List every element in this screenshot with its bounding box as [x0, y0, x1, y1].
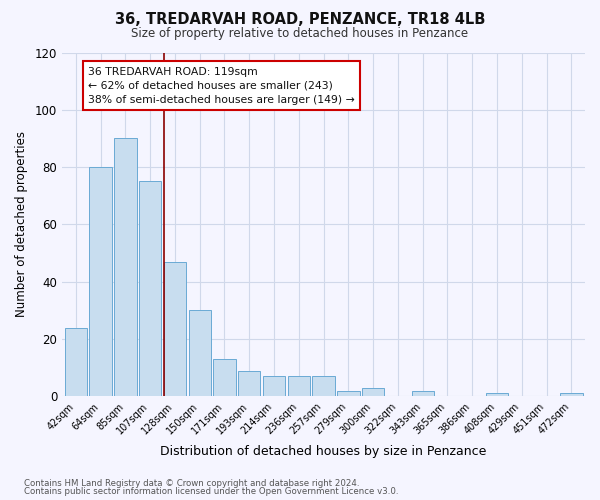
- Text: 36 TREDARVAH ROAD: 119sqm
← 62% of detached houses are smaller (243)
38% of semi: 36 TREDARVAH ROAD: 119sqm ← 62% of detac…: [88, 67, 355, 105]
- Bar: [214, 359, 236, 397]
- Bar: [287, 376, 310, 396]
- Y-axis label: Number of detached properties: Number of detached properties: [15, 132, 28, 318]
- Bar: [412, 390, 434, 396]
- Bar: [89, 167, 112, 396]
- X-axis label: Distribution of detached houses by size in Penzance: Distribution of detached houses by size …: [160, 444, 487, 458]
- Bar: [188, 310, 211, 396]
- Bar: [313, 376, 335, 396]
- Text: Contains public sector information licensed under the Open Government Licence v3: Contains public sector information licen…: [24, 487, 398, 496]
- Bar: [164, 262, 186, 396]
- Bar: [238, 370, 260, 396]
- Bar: [486, 394, 508, 396]
- Text: 36, TREDARVAH ROAD, PENZANCE, TR18 4LB: 36, TREDARVAH ROAD, PENZANCE, TR18 4LB: [115, 12, 485, 28]
- Bar: [114, 138, 137, 396]
- Bar: [362, 388, 384, 396]
- Bar: [263, 376, 285, 396]
- Text: Size of property relative to detached houses in Penzance: Size of property relative to detached ho…: [131, 28, 469, 40]
- Bar: [337, 390, 359, 396]
- Bar: [139, 182, 161, 396]
- Bar: [560, 394, 583, 396]
- Bar: [65, 328, 87, 396]
- Text: Contains HM Land Registry data © Crown copyright and database right 2024.: Contains HM Land Registry data © Crown c…: [24, 478, 359, 488]
